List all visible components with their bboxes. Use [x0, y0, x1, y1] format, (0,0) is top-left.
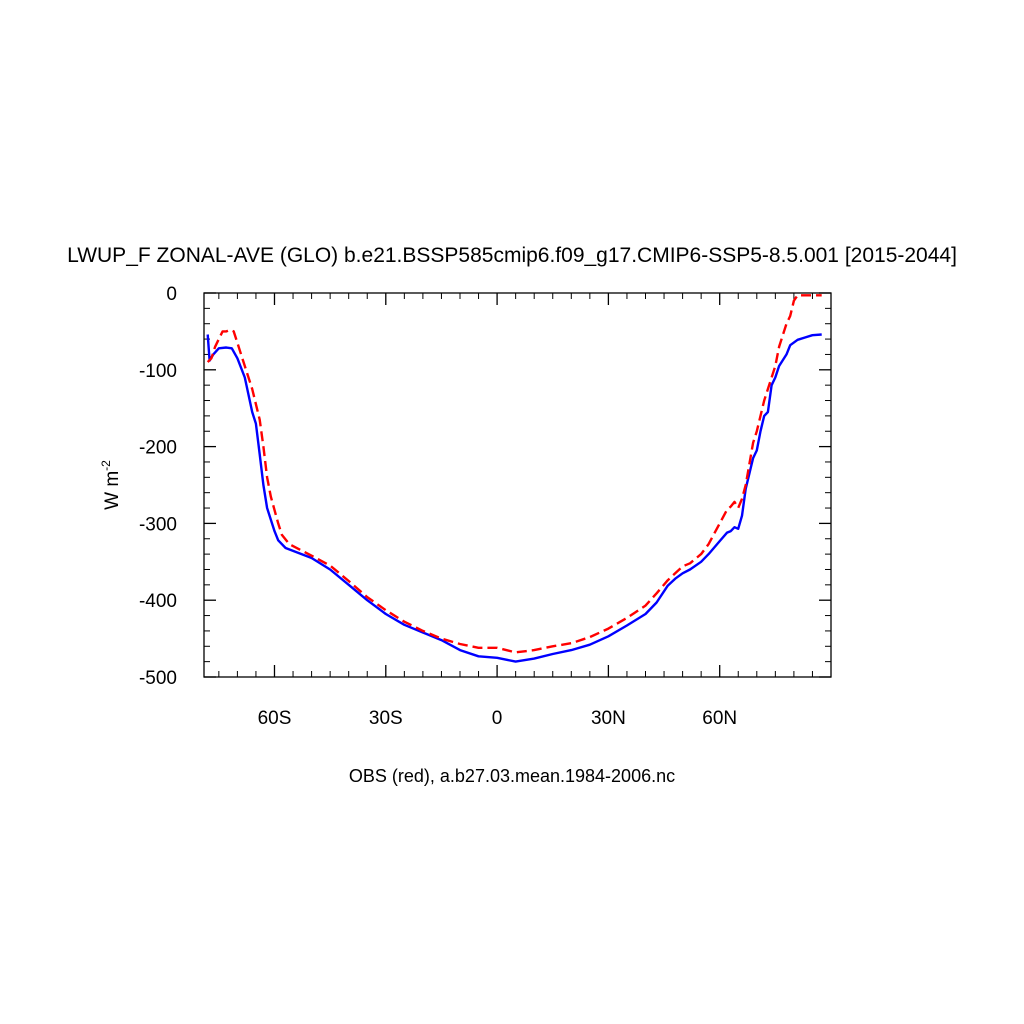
x-tick-label: 30S	[369, 708, 403, 729]
series-line-model	[206, 333, 822, 663]
y-axis-label-exponent: -2	[99, 460, 113, 471]
plot-frame	[203, 292, 832, 678]
chart-title: LWUP_F ZONAL-AVE (GLO) b.e21.BSSP585cmip…	[67, 244, 957, 267]
y-tick-label: -100	[139, 361, 177, 382]
series-line-obs	[206, 294, 822, 654]
y-tick-label: -300	[139, 514, 177, 535]
footer-note: OBS (red), a.b27.03.mean.1984-2006.nc	[349, 766, 675, 786]
x-tick-label: 30N	[591, 708, 626, 729]
y-axis-label: W m-2	[99, 460, 123, 510]
y-tick-label: -400	[139, 591, 177, 612]
x-tick-label: 60N	[702, 708, 737, 729]
x-tick-label: 0	[492, 708, 503, 729]
x-tick-label: 60S	[258, 708, 292, 729]
y-tick-label: -500	[139, 668, 177, 689]
y-tick-label: -200	[139, 438, 177, 459]
y-tick-label: 0	[166, 284, 177, 305]
